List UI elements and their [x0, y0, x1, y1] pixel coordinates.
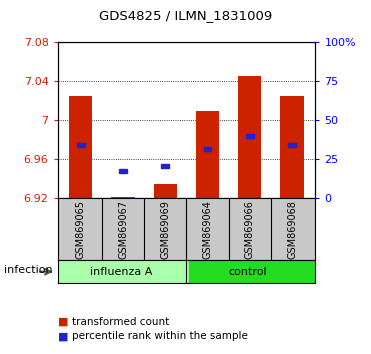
Bar [280, 96, 304, 198]
Text: GSM869065: GSM869065 [76, 200, 86, 259]
Text: GSM869068: GSM869068 [287, 200, 297, 259]
Text: GSM869067: GSM869067 [118, 200, 128, 259]
Bar [161, 164, 169, 168]
Text: GSM869069: GSM869069 [160, 200, 170, 259]
Bar [196, 111, 219, 198]
Bar [77, 143, 85, 147]
Text: GSM869064: GSM869064 [203, 200, 213, 259]
Bar [238, 76, 262, 198]
Text: transformed count: transformed count [72, 317, 170, 327]
Text: infection: infection [4, 265, 52, 275]
Text: ■: ■ [58, 331, 68, 341]
Bar [204, 147, 211, 150]
Text: percentile rank within the sample: percentile rank within the sample [72, 331, 248, 341]
Text: control: control [229, 267, 267, 277]
Bar [154, 184, 177, 198]
Text: influenza A: influenza A [90, 267, 152, 277]
Bar [188, 260, 315, 283]
Bar [111, 197, 135, 198]
Text: GDS4825 / ILMN_1831009: GDS4825 / ILMN_1831009 [99, 10, 272, 22]
Bar [288, 143, 296, 147]
Bar [58, 260, 188, 283]
Text: GSM869066: GSM869066 [245, 200, 255, 259]
Bar [69, 96, 92, 198]
Bar [246, 134, 254, 138]
Text: ■: ■ [58, 317, 68, 327]
Bar [119, 169, 127, 173]
